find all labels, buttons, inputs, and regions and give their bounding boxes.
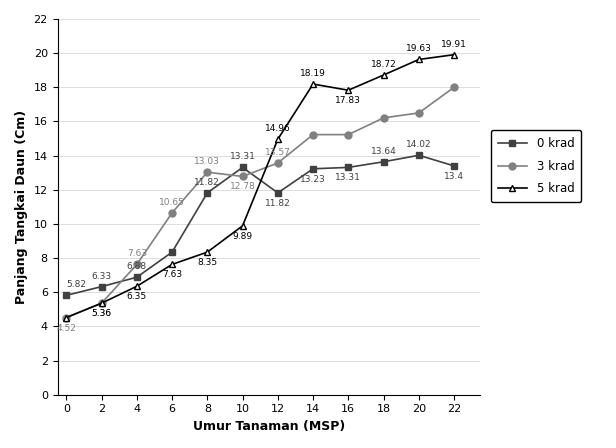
0 krad [98,284,105,289]
Line: 3 krad: 3 krad [63,84,458,321]
0 krad [204,190,211,195]
Y-axis label: Panjang Tangkai Daun (Cm): Panjang Tangkai Daun (Cm) [15,110,28,304]
3 krad [204,169,211,175]
5 krad [98,301,105,306]
5 krad [204,250,211,255]
0 krad [274,190,282,195]
5 krad [450,52,458,57]
Text: 6.88: 6.88 [127,262,147,271]
Text: 13.03: 13.03 [195,157,221,166]
Text: 18.72: 18.72 [371,60,397,69]
Text: 13.4: 13.4 [444,172,464,181]
3 krad [239,174,246,179]
0 krad [133,275,140,280]
3 krad [98,301,105,306]
5 krad [380,72,387,78]
5 krad [63,315,70,320]
3 krad [63,315,70,320]
Line: 0 krad: 0 krad [63,152,458,299]
Text: 7.63: 7.63 [127,250,147,258]
Text: 19.91: 19.91 [441,40,467,49]
Text: 5.36: 5.36 [92,309,111,318]
3 krad [450,85,458,90]
0 krad [168,250,176,255]
3 krad [309,132,317,137]
Text: 8.35: 8.35 [197,258,217,267]
Text: 10.65: 10.65 [159,198,185,207]
Text: 17.83: 17.83 [335,96,361,105]
Line: 5 krad: 5 krad [63,51,458,321]
Text: 14.02: 14.02 [406,140,432,149]
Text: 13.31: 13.31 [230,152,256,161]
5 krad [344,87,352,93]
Text: 14.96: 14.96 [265,124,291,133]
X-axis label: Umur Tanaman (MSP): Umur Tanaman (MSP) [193,420,345,433]
5 krad [274,137,282,142]
3 krad [344,132,352,137]
5 krad [415,57,423,62]
0 krad [344,165,352,170]
0 krad [415,153,423,158]
3 krad [133,262,140,267]
5 krad [239,223,246,228]
Text: 13.23: 13.23 [300,175,326,184]
Text: 5.36: 5.36 [92,309,111,318]
Text: 11.82: 11.82 [265,199,291,208]
3 krad [168,210,176,215]
Text: 5.82: 5.82 [67,280,86,289]
Text: 6.33: 6.33 [92,271,111,280]
5 krad [168,262,176,267]
Text: 4.52: 4.52 [57,323,76,332]
0 krad [380,159,387,164]
Text: 7.63: 7.63 [162,271,182,280]
0 krad [309,166,317,172]
Text: 9.89: 9.89 [232,232,253,241]
Text: 13.57: 13.57 [265,148,291,157]
Text: 6.35: 6.35 [127,292,147,301]
0 krad [63,293,70,298]
0 krad [239,165,246,170]
5 krad [133,284,140,289]
Text: 13.31: 13.31 [335,173,361,182]
Text: 19.63: 19.63 [406,44,432,53]
3 krad [274,160,282,166]
Text: 12.78: 12.78 [230,182,256,191]
Text: 13.64: 13.64 [371,147,397,156]
Text: 11.82: 11.82 [195,178,220,187]
3 krad [380,115,387,121]
3 krad [415,110,423,116]
Text: 18.19: 18.19 [300,69,326,78]
Legend: 0 krad, 3 krad, 5 krad: 0 krad, 3 krad, 5 krad [490,130,582,202]
0 krad [450,163,458,168]
5 krad [309,82,317,87]
